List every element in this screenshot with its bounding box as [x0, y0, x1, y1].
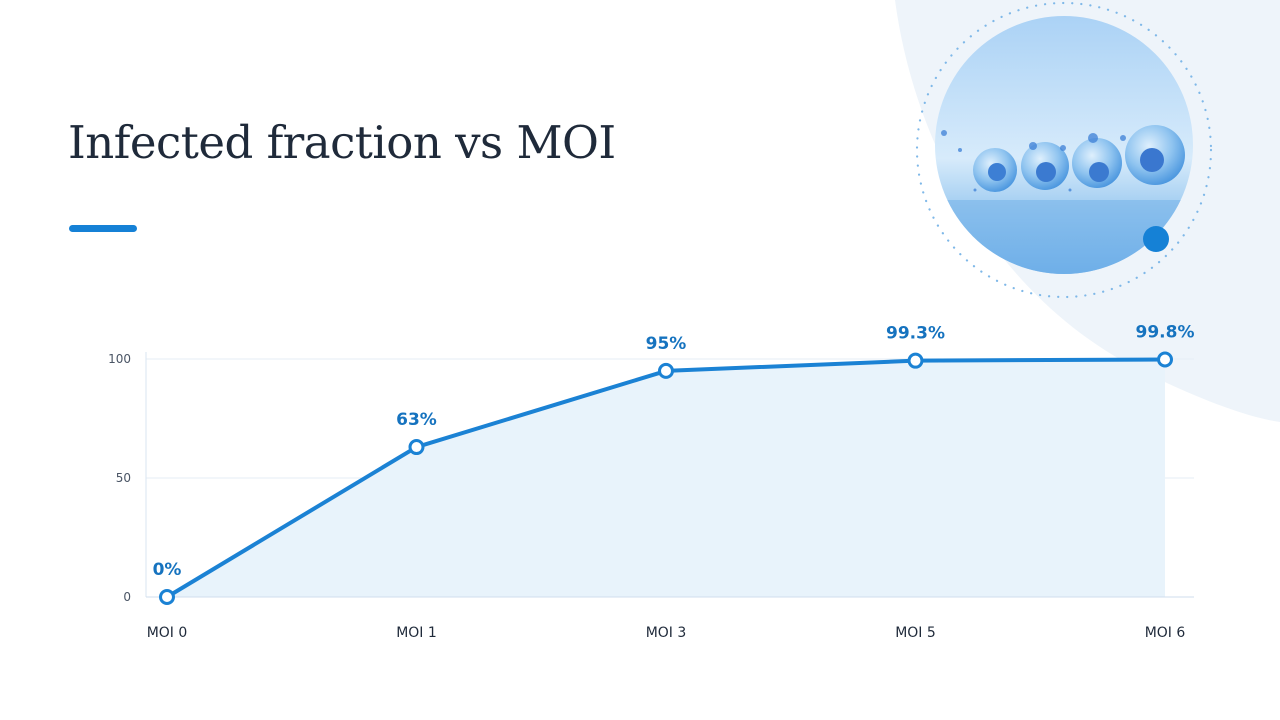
title-underline-accent — [69, 225, 137, 232]
data-point — [1157, 351, 1173, 368]
data-point — [907, 352, 924, 369]
x-tick-label: MOI 1 — [396, 625, 437, 641]
x-tick-label: MOI 3 — [646, 625, 687, 641]
data-point — [408, 439, 425, 456]
page-title: Infected fraction vs MOI — [68, 116, 616, 169]
area-fill — [167, 359, 1165, 597]
x-tick-label: MOI 5 — [895, 625, 936, 641]
data-point — [159, 589, 175, 605]
y-tick-label: 0 — [123, 590, 131, 604]
data-label: 0% — [153, 560, 182, 580]
x-axis-ticks: MOI 0 MOI 1 MOI 3 MOI 5 MOI 6 — [147, 625, 1186, 641]
y-tick-label: 100 — [108, 352, 131, 366]
data-point — [658, 362, 674, 379]
data-label: 99.8% — [1136, 322, 1195, 342]
data-points — [159, 351, 1173, 605]
data-label: 95% — [646, 334, 687, 354]
x-tick-label: MOI 0 — [147, 625, 188, 641]
x-tick-label: MOI 6 — [1145, 625, 1186, 641]
y-tick-label: 50 — [116, 471, 131, 485]
data-label: 63% — [396, 410, 437, 430]
data-label: 99.3% — [886, 324, 945, 344]
y-axis-ticks: 0 50 100 — [108, 352, 131, 604]
data-labels: 0% 63% 95% 99.3% 99.8% — [153, 322, 1195, 580]
